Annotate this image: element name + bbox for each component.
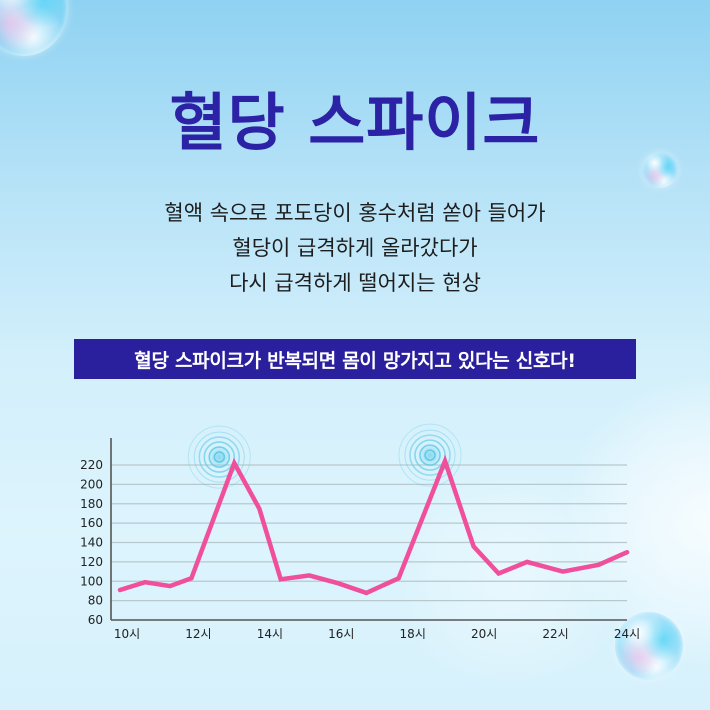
- x-tick-label: 10시: [114, 627, 140, 641]
- bubble-decoration: [642, 152, 678, 188]
- y-tick-label: 180: [80, 497, 103, 511]
- ripple-marker-icon: [187, 425, 251, 489]
- y-tick-label: 200: [80, 477, 103, 491]
- y-axis-ticks: 60 80 100 120 140 160 180 200 220: [80, 458, 103, 627]
- gridlines: [111, 464, 627, 602]
- axes: [110, 438, 627, 621]
- x-tick-label: 22시: [542, 627, 568, 641]
- x-tick-label: 18시: [400, 627, 426, 641]
- description-line: 혈당이 급격하게 올라갔다가: [232, 236, 478, 260]
- x-axis-ticks: 10시 12시 14시 16시 18시 20시 22시 24시: [114, 627, 640, 641]
- warning-banner: 혈당 스파이크가 반복되면 몸이 망가지고 있다는 신호다!: [74, 339, 636, 379]
- x-tick-label: 14시: [257, 627, 283, 641]
- y-tick-label: 140: [80, 536, 103, 550]
- y-tick-label: 80: [88, 594, 103, 608]
- banner-text: 혈당 스파이크가 반복되면 몸이 망가지고 있다는 신호다!: [134, 349, 576, 372]
- y-tick-label: 160: [80, 516, 103, 530]
- x-tick-label: 24시: [614, 627, 640, 641]
- y-tick-label: 120: [80, 555, 103, 569]
- bubble-decoration: [615, 612, 683, 680]
- y-tick-label: 220: [80, 458, 103, 472]
- x-tick-label: 16시: [328, 627, 354, 641]
- description-line: 혈액 속으로 포도당이 홍수처럼 쏟아 들어가: [164, 201, 546, 225]
- y-tick-label: 100: [80, 574, 103, 588]
- x-tick-label: 12시: [185, 627, 211, 641]
- description: 혈액 속으로 포도당이 홍수처럼 쏟아 들어가 혈당이 급격하게 올라갔다가 다…: [0, 196, 710, 301]
- x-tick-label: 20시: [471, 627, 497, 641]
- page-title: 혈당 스파이크: [169, 86, 541, 159]
- y-tick-label: 60: [88, 613, 103, 627]
- blood-sugar-line: [117, 454, 630, 596]
- description-line: 다시 급격하게 떨어지는 현상: [229, 271, 481, 295]
